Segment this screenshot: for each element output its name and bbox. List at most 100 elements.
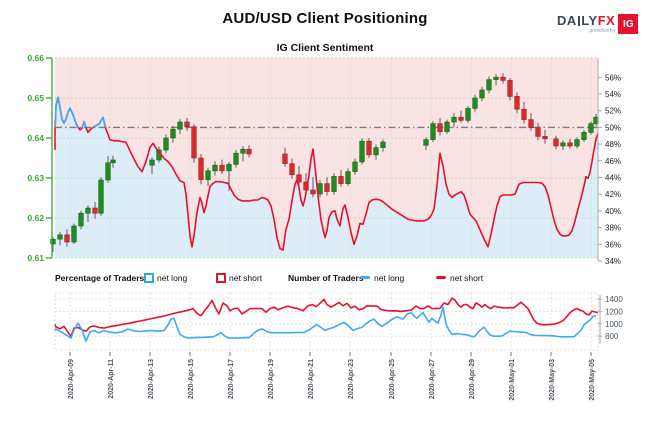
candlestick xyxy=(486,79,492,91)
candlestick xyxy=(338,176,344,184)
candlestick xyxy=(226,164,232,172)
percent-tick-label: 54% xyxy=(605,90,621,99)
candlestick xyxy=(105,162,111,181)
legend-percentage-title: Percentage of Traders xyxy=(55,273,145,283)
date-tick-label: 2020-Apr-29 xyxy=(469,359,476,399)
candlestick xyxy=(92,207,98,214)
candlestick xyxy=(366,140,372,156)
candlestick xyxy=(560,142,566,147)
candlestick xyxy=(78,212,84,227)
date-tick-label: 2020-Apr-25 xyxy=(389,359,396,399)
candlestick xyxy=(380,141,386,148)
legend-num-net-long: net long xyxy=(374,273,405,283)
candlestick xyxy=(528,119,534,128)
date-tick-label: 2020-Apr-11 xyxy=(108,359,115,399)
page-title: AUD/USD Client Positioning xyxy=(222,10,428,27)
logo-bar-icon xyxy=(578,15,580,26)
price-tick-label: 0.64 xyxy=(27,133,44,143)
candlestick xyxy=(98,179,104,214)
candlestick xyxy=(205,170,211,180)
net-long-count-line xyxy=(54,306,597,343)
candlestick xyxy=(71,225,77,243)
percent-tick-label: 56% xyxy=(605,73,621,82)
candlestick xyxy=(64,234,70,243)
count-tick-label: 1400 xyxy=(605,295,623,304)
candlestick xyxy=(465,108,471,121)
date-tick-label: 2020-Apr-17 xyxy=(228,359,235,399)
count-tick-label: 800 xyxy=(605,332,619,341)
provided-by-label: provided by xyxy=(589,28,616,34)
ig-logo: IG xyxy=(618,14,639,34)
date-tick-label: 2020-Apr-13 xyxy=(148,359,155,399)
candlestick xyxy=(289,163,295,176)
percent-tick-label: 42% xyxy=(605,190,621,199)
candlestick xyxy=(423,139,429,146)
candlestick xyxy=(437,123,443,132)
candlestick xyxy=(57,234,63,240)
price-tick-label: 0.65 xyxy=(27,93,44,103)
chart-subtitle: IG Client Sentiment xyxy=(276,42,374,54)
percent-tick-label: 38% xyxy=(605,224,621,233)
candlestick xyxy=(170,128,176,139)
date-tick-label: 2020-Apr-19 xyxy=(268,359,275,399)
candlestick xyxy=(282,153,288,164)
date-tick-label: 2020-Apr-27 xyxy=(429,359,436,399)
candlestick xyxy=(219,164,225,172)
net-long-square-icon xyxy=(144,273,154,283)
candlestick xyxy=(444,121,450,132)
price-tick-label: 0.66 xyxy=(27,53,44,63)
candlestick xyxy=(240,148,246,154)
candlestick xyxy=(184,121,190,128)
date-tick-label: 2020-Apr-21 xyxy=(308,359,315,399)
candlestick xyxy=(198,157,204,180)
candlestick xyxy=(479,89,485,99)
net-short-percent-line xyxy=(54,96,599,251)
candlestick xyxy=(521,108,527,120)
net-long-dash-icon xyxy=(360,276,370,279)
date-tick-label: 2020-Apr-15 xyxy=(188,359,195,399)
legend-number-title: Number of Traders xyxy=(288,273,364,283)
candlestick xyxy=(507,80,513,97)
net-long-area-fill xyxy=(55,97,598,258)
candlestick xyxy=(324,183,330,192)
candlestick xyxy=(553,138,559,147)
price-tick-label: 0.62 xyxy=(27,213,44,223)
legend-pct-net-long: net long xyxy=(157,273,188,283)
candlestick xyxy=(345,171,351,184)
dailyfx-logo: DA LY FX provided by IG xyxy=(557,14,639,34)
candlestick xyxy=(373,147,379,156)
legend-num-net-short: net short xyxy=(450,273,484,283)
candlestick xyxy=(458,116,464,121)
count-tick-label: 1200 xyxy=(605,307,623,316)
candlestick xyxy=(588,123,594,133)
candlestick xyxy=(451,116,457,123)
candlestick xyxy=(233,152,239,165)
candlestick xyxy=(85,207,91,214)
candlestick xyxy=(514,96,520,110)
candlestick xyxy=(567,142,573,147)
candlestick xyxy=(296,174,302,183)
candlestick xyxy=(149,159,155,166)
candlestick xyxy=(352,161,358,172)
candlestick xyxy=(177,121,183,130)
candlestick xyxy=(581,132,587,140)
date-tick-label: 2020-Apr-09 xyxy=(68,359,75,399)
candlestick xyxy=(331,176,337,192)
date-tick-label: 2020-May-03 xyxy=(549,359,556,401)
net-short-dash-icon xyxy=(436,276,446,279)
candlestick xyxy=(535,127,541,137)
candlestick xyxy=(163,137,169,151)
legend-pct-net-short: net short xyxy=(229,273,263,283)
percent-tick-label: 52% xyxy=(605,107,621,116)
percent-tick-label: 34% xyxy=(605,257,621,266)
candlestick xyxy=(110,159,116,164)
price-tick-label: 0.61 xyxy=(27,253,44,263)
candlestick xyxy=(500,76,506,81)
candlestick xyxy=(493,76,499,80)
candlestick xyxy=(310,189,316,195)
percent-tick-label: 44% xyxy=(605,174,621,183)
candlestick xyxy=(191,126,197,159)
date-tick-label: 2020-May-01 xyxy=(509,359,516,401)
price-tick-label: 0.63 xyxy=(27,173,44,183)
